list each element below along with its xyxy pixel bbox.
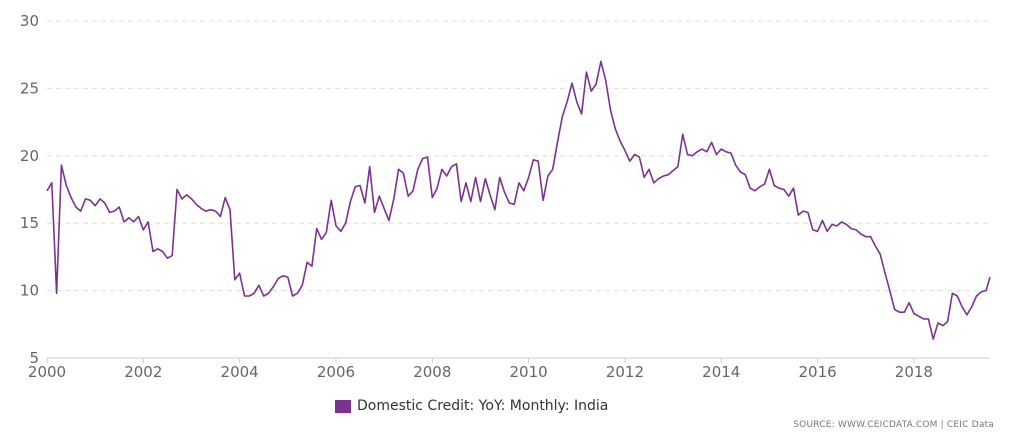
y-axis-ticks: 5 10 15 20 25 30 xyxy=(20,12,39,367)
x-tick-label: 2016 xyxy=(798,363,836,381)
y-tick-label: 5 xyxy=(29,349,39,367)
y-tick-label: 25 xyxy=(20,79,39,97)
grid-lines xyxy=(47,20,990,292)
x-tick-label: 2002 xyxy=(124,363,162,381)
legend-swatch xyxy=(335,399,351,413)
y-tick-label: 15 xyxy=(20,214,39,232)
x-axis-ticks: 2000 2002 2004 2006 2008 2010 2012 2014 2016 2018 xyxy=(28,358,933,381)
x-tick-label: 2006 xyxy=(317,363,355,381)
x-tick-label: 2018 xyxy=(895,363,933,381)
source-note: SOURCE: WWW.CEICDATA.COM | CEIC Data xyxy=(793,420,994,430)
x-tick-label: 2010 xyxy=(510,363,548,381)
y-tick-label: 20 xyxy=(20,147,39,165)
x-tick-label: 2008 xyxy=(413,363,451,381)
legend[interactable]: Domestic Credit: YoY: Monthly: India xyxy=(335,398,608,414)
x-tick-label: 2014 xyxy=(702,363,740,381)
x-tick-label: 2012 xyxy=(606,363,644,381)
legend-label: Domestic Credit: YoY: Monthly: India xyxy=(357,398,609,414)
y-tick-label: 30 xyxy=(20,12,39,30)
series-line-domestic-credit[interactable] xyxy=(46,60,991,340)
x-tick-label: 2000 xyxy=(28,363,66,381)
y-tick-label: 10 xyxy=(20,282,39,300)
x-tick-label: 2004 xyxy=(221,363,259,381)
